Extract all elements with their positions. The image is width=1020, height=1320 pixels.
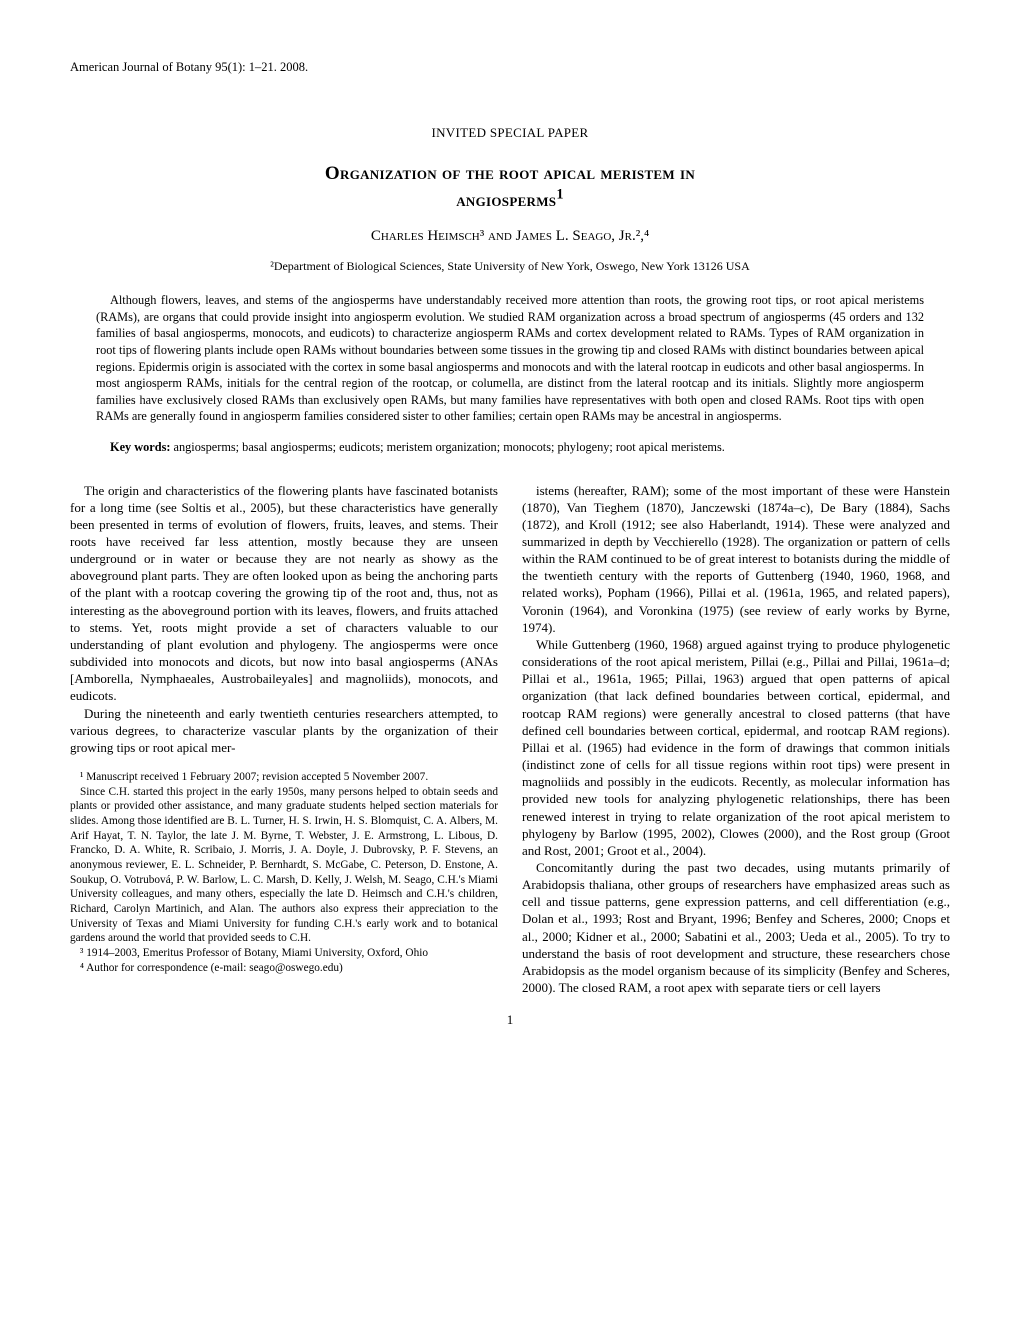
body-paragraph: During the nineteenth and early twentiet…: [70, 705, 498, 756]
running-head: American Journal of Botany 95(1): 1–21. …: [70, 60, 950, 75]
body-paragraph: Concomitantly during the past two decade…: [522, 859, 950, 996]
paper-title: Organization of the root apical meristem…: [70, 161, 950, 214]
body-paragraph: istems (hereafter, RAM); some of the mos…: [522, 482, 950, 636]
title-line-1: Organization of the root apical meristem…: [325, 163, 695, 184]
abstract-text: Although flowers, leaves, and stems of t…: [96, 292, 924, 425]
body-columns: The origin and characteristics of the fl…: [70, 482, 950, 997]
title-line-2: angiosperms: [456, 190, 556, 211]
footnotes-block: ¹ Manuscript received 1 February 2007; r…: [70, 770, 498, 975]
body-paragraph: The origin and characteristics of the fl…: [70, 482, 498, 705]
author-line: Charles Heimsch³ and James L. Seago, Jr.…: [70, 228, 950, 245]
keywords-text: angiosperms; basal angiosperms; eudicots…: [170, 440, 724, 454]
body-paragraph: While Guttenberg (1960, 1968) argued aga…: [522, 636, 950, 859]
page-number: 1: [70, 1012, 950, 1028]
footnote: ¹ Manuscript received 1 February 2007; r…: [70, 770, 498, 785]
title-footnote-sup: 1: [556, 186, 563, 202]
footnote: Since C.H. started this project in the e…: [70, 785, 498, 946]
paper-page: American Journal of Botany 95(1): 1–21. …: [0, 0, 1020, 1068]
affiliation-line: ²Department of Biological Sciences, Stat…: [70, 259, 950, 274]
keywords-label: Key words:: [110, 440, 170, 454]
keywords-block: Key words: angiosperms; basal angiosperm…: [96, 439, 924, 456]
footnote: ³ 1914–2003, Emeritus Professor of Botan…: [70, 946, 498, 961]
section-label: INVITED SPECIAL PAPER: [70, 125, 950, 141]
footnote: ⁴ Author for correspondence (e-mail: sea…: [70, 961, 498, 976]
